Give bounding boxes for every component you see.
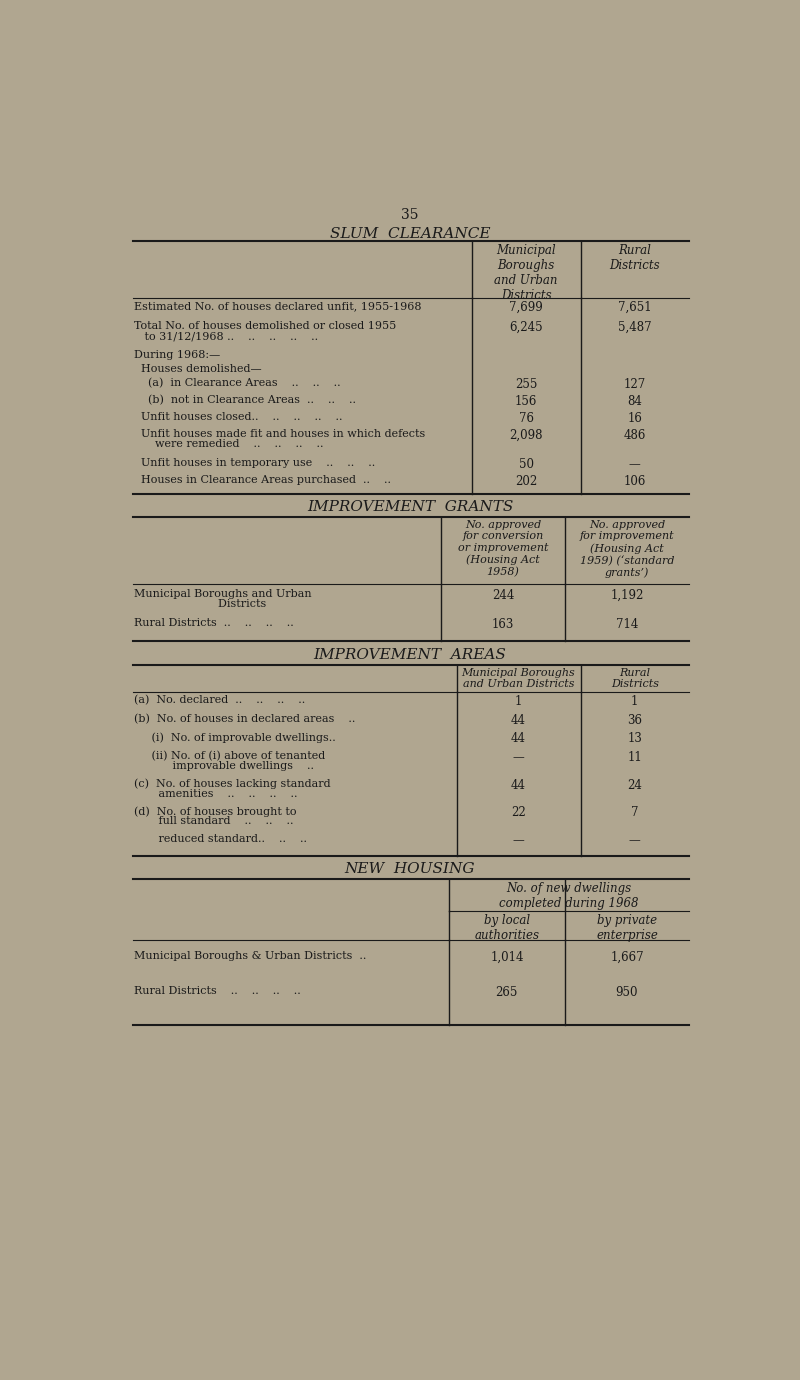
Text: IMPROVEMENT  GRANTS: IMPROVEMENT GRANTS: [307, 500, 513, 513]
Text: 486: 486: [623, 429, 646, 442]
Text: Unfit houses in temporary use    ..    ..    ..: Unfit houses in temporary use .. .. ..: [134, 458, 375, 468]
Text: 1: 1: [631, 696, 638, 708]
Text: Houses in Clearance Areas purchased  ..    ..: Houses in Clearance Areas purchased .. .…: [134, 475, 391, 486]
Text: Municipal Boroughs & Urban Districts  ..: Municipal Boroughs & Urban Districts ..: [134, 951, 366, 960]
Text: —: —: [513, 834, 524, 847]
Text: Municipal Boroughs
and Urban Districts: Municipal Boroughs and Urban Districts: [462, 668, 575, 689]
Text: 13: 13: [627, 733, 642, 745]
Text: 44: 44: [511, 733, 526, 745]
Text: 7,699: 7,699: [510, 301, 543, 315]
Text: 22: 22: [511, 806, 526, 820]
Text: Unfit houses made fit and houses in which defects: Unfit houses made fit and houses in whic…: [134, 429, 426, 439]
Text: 950: 950: [616, 987, 638, 999]
Text: (a)  No. declared  ..    ..    ..    ..: (a) No. declared .. .. .. ..: [134, 696, 306, 705]
Text: full standard    ..    ..    ..: full standard .. .. ..: [134, 816, 294, 827]
Text: 1,014: 1,014: [490, 951, 524, 965]
Text: 11: 11: [627, 751, 642, 763]
Text: (c)  No. of houses lacking standard: (c) No. of houses lacking standard: [134, 778, 330, 789]
Text: amenities    ..    ..    ..    ..: amenities .. .. .. ..: [134, 788, 298, 799]
Text: Rural
Districts: Rural Districts: [610, 668, 658, 689]
Text: 714: 714: [616, 618, 638, 632]
Text: 127: 127: [624, 378, 646, 391]
Text: (b)  not in Clearance Areas  ..    ..    ..: (b) not in Clearance Areas .. .. ..: [134, 395, 356, 406]
Text: 5,487: 5,487: [618, 322, 651, 334]
Text: Rural Districts  ..    ..    ..    ..: Rural Districts .. .. .. ..: [134, 618, 294, 628]
Text: 2,098: 2,098: [510, 429, 543, 442]
Text: NEW  HOUSING: NEW HOUSING: [345, 861, 475, 876]
Text: 24: 24: [627, 778, 642, 792]
Text: improvable dwellings    ..: improvable dwellings ..: [134, 760, 314, 771]
Text: 106: 106: [623, 475, 646, 489]
Text: 36: 36: [627, 713, 642, 727]
Text: Total No. of houses demolished or closed 1955: Total No. of houses demolished or closed…: [134, 322, 396, 331]
Text: 255: 255: [515, 378, 538, 391]
Text: —: —: [513, 751, 524, 763]
Text: 7: 7: [631, 806, 638, 820]
Text: 84: 84: [627, 395, 642, 408]
Text: Districts: Districts: [134, 599, 266, 609]
Text: No. approved
for improvement
(Housing Act
1959) (‘standard
grants’): No. approved for improvement (Housing Ac…: [580, 520, 674, 578]
Text: 1,667: 1,667: [610, 951, 644, 965]
Text: 1: 1: [515, 696, 522, 708]
Text: No. approved
for conversion
or improvement
(Housing Act
1958): No. approved for conversion or improveme…: [458, 520, 548, 577]
Text: 1,192: 1,192: [610, 589, 644, 602]
Text: Rural
Districts: Rural Districts: [610, 244, 660, 272]
Text: 265: 265: [496, 987, 518, 999]
Text: (b)  No. of houses in declared areas    ..: (b) No. of houses in declared areas ..: [134, 713, 355, 724]
Text: Rural Districts    ..    ..    ..    ..: Rural Districts .. .. .. ..: [134, 987, 301, 996]
Text: (i)  No. of improvable dwellings..: (i) No. of improvable dwellings..: [134, 733, 336, 742]
Text: reduced standard..    ..    ..: reduced standard.. .. ..: [134, 834, 307, 845]
Text: 202: 202: [515, 475, 538, 489]
Text: Municipal
Boroughs
and Urban
Districts: Municipal Boroughs and Urban Districts: [494, 244, 558, 302]
Text: 163: 163: [492, 618, 514, 632]
Text: (a)  in Clearance Areas    ..    ..    ..: (a) in Clearance Areas .. .. ..: [134, 378, 341, 388]
Text: Estimated No. of houses declared unfit, 1955-1968: Estimated No. of houses declared unfit, …: [134, 301, 422, 310]
Text: by local
authorities: by local authorities: [474, 914, 539, 943]
Text: 76: 76: [518, 413, 534, 425]
Text: 156: 156: [515, 395, 538, 408]
Text: by private
enterprise: by private enterprise: [596, 914, 658, 943]
Text: 7,651: 7,651: [618, 301, 651, 315]
Text: Municipal Boroughs and Urban: Municipal Boroughs and Urban: [134, 589, 312, 599]
Text: 244: 244: [492, 589, 514, 602]
Text: 50: 50: [518, 458, 534, 471]
Text: 44: 44: [511, 713, 526, 727]
Text: No. of new dwellings
completed during 1968: No. of new dwellings completed during 19…: [499, 882, 638, 909]
Text: Houses demolished—: Houses demolished—: [134, 364, 262, 374]
Text: 6,245: 6,245: [510, 322, 543, 334]
Text: —: —: [629, 458, 641, 471]
Text: 35: 35: [402, 208, 418, 222]
Text: were remedied    ..    ..    ..    ..: were remedied .. .. .. ..: [134, 439, 323, 449]
Text: During 1968:—: During 1968:—: [134, 351, 220, 360]
Text: 16: 16: [627, 413, 642, 425]
Text: (ii) No. of (i) above of tenanted: (ii) No. of (i) above of tenanted: [134, 751, 326, 762]
Text: SLUM  CLEARANCE: SLUM CLEARANCE: [330, 228, 490, 242]
Text: (d)  No. of houses brought to: (d) No. of houses brought to: [134, 806, 297, 817]
Text: IMPROVEMENT  AREAS: IMPROVEMENT AREAS: [314, 647, 506, 661]
Text: to 31/12/1968 ..    ..    ..    ..    ..: to 31/12/1968 .. .. .. .. ..: [134, 331, 318, 341]
Text: —: —: [629, 834, 641, 847]
Text: Unfit houses closed..    ..    ..    ..    ..: Unfit houses closed.. .. .. .. ..: [134, 413, 342, 422]
Text: 44: 44: [511, 778, 526, 792]
